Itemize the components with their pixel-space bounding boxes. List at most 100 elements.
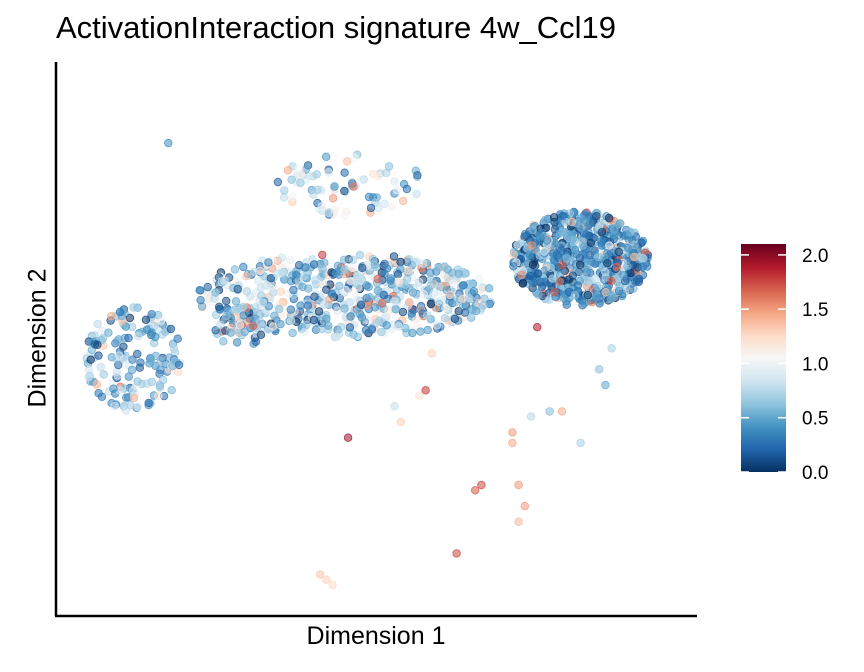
scatter-point-689 bbox=[449, 279, 458, 288]
colorbar-tick-label-1: 0.5 bbox=[802, 409, 828, 430]
scatter-point-1463 bbox=[374, 203, 383, 213]
scatter-point-636 bbox=[464, 294, 473, 303]
scatter-point-745 bbox=[353, 271, 362, 281]
scatter-point-730 bbox=[445, 290, 455, 300]
scatter-point-1559 bbox=[322, 575, 331, 584]
scatter-point-601 bbox=[414, 277, 424, 287]
scatter-point-1337 bbox=[562, 297, 571, 306]
scatter-point-101 bbox=[121, 393, 131, 402]
scatter-point-732 bbox=[460, 308, 470, 317]
scatter-point-1428 bbox=[392, 185, 401, 195]
scatter-point-1261 bbox=[559, 227, 568, 236]
scatter-point-728 bbox=[382, 321, 391, 330]
scatter-point-1393 bbox=[570, 291, 580, 300]
scatter-point-1497 bbox=[413, 171, 422, 180]
scatter-point-1546 bbox=[508, 428, 517, 437]
scatter-point-1541 bbox=[343, 433, 353, 442]
scatter-point-113 bbox=[94, 351, 103, 360]
scatter-point-1484 bbox=[384, 162, 394, 171]
scatter-point-1424 bbox=[343, 157, 352, 166]
scatter-point-670 bbox=[318, 265, 327, 274]
scatter-point-1359 bbox=[638, 253, 647, 263]
scatter-point-160 bbox=[144, 398, 153, 408]
scatter-point-722 bbox=[272, 269, 282, 278]
scatter-point-677 bbox=[289, 285, 298, 295]
scatter-point-769 bbox=[361, 325, 371, 335]
scatter-point-1171 bbox=[509, 250, 518, 259]
scatter-point-437 bbox=[242, 287, 252, 296]
scatter-point-767 bbox=[233, 284, 242, 294]
scatter-point-73 bbox=[128, 355, 137, 364]
scatter-point-1526 bbox=[255, 317, 265, 326]
scatter-point-150 bbox=[115, 307, 125, 317]
scatter-point-1295 bbox=[603, 259, 612, 268]
scatter-point-156 bbox=[142, 325, 152, 334]
scatter-point-484 bbox=[349, 287, 358, 297]
scatter-point-764 bbox=[217, 277, 226, 286]
scatter-point-1330 bbox=[546, 263, 555, 272]
scatter-point-466 bbox=[339, 255, 349, 264]
scatter-point-588 bbox=[340, 304, 349, 313]
scatter-point-295 bbox=[221, 296, 231, 306]
scatter-point-1564 bbox=[601, 380, 610, 390]
scatter-point-1496 bbox=[287, 175, 296, 184]
scatter-point-1348 bbox=[550, 287, 559, 297]
scatter-point-569 bbox=[286, 277, 296, 286]
scatter-point-743 bbox=[263, 281, 272, 290]
scatter-point-1492 bbox=[313, 185, 322, 194]
y-axis-label: Dimension 2 bbox=[23, 268, 52, 408]
scatter-point-136 bbox=[156, 357, 165, 366]
scatter-point-1543 bbox=[390, 401, 399, 411]
scatter-point-1555 bbox=[520, 501, 529, 511]
scatter-point-87 bbox=[133, 402, 143, 411]
scatter-point-640 bbox=[249, 267, 259, 277]
scatter-point-1486 bbox=[350, 153, 359, 162]
scatter-point-581 bbox=[333, 306, 342, 315]
scatter-point-1387 bbox=[579, 272, 589, 281]
scatter-point-1381 bbox=[537, 228, 546, 237]
scatter-point-737 bbox=[275, 304, 284, 314]
scatter-point-92 bbox=[125, 313, 135, 323]
scatter-point-1410 bbox=[609, 225, 619, 234]
scatter-point-1368 bbox=[597, 228, 606, 237]
scatter-point-1488 bbox=[312, 170, 321, 179]
scatter-point-1417 bbox=[619, 271, 628, 280]
scatter-point-144 bbox=[110, 402, 119, 411]
scatter-point-626 bbox=[296, 301, 305, 310]
scatter-point-1408 bbox=[591, 274, 600, 283]
scatter-point-1350 bbox=[518, 279, 528, 288]
scatter-point-696 bbox=[404, 266, 413, 275]
scatter-point-672 bbox=[434, 297, 443, 306]
scatter-point-1489 bbox=[317, 202, 326, 211]
scatter-point-340 bbox=[355, 250, 365, 260]
scatter-point-571 bbox=[432, 321, 442, 330]
scatter-point-132 bbox=[99, 370, 108, 379]
x-axis-label: Dimension 1 bbox=[306, 622, 446, 650]
scatter-point-26 bbox=[93, 319, 102, 329]
scatter-point-720 bbox=[389, 252, 399, 261]
scatter-point-116 bbox=[134, 332, 143, 341]
scatter-point-1558 bbox=[316, 570, 325, 579]
scatter-point-1545 bbox=[415, 391, 424, 400]
scatter-point-1351 bbox=[534, 290, 543, 299]
scatter-point-126 bbox=[158, 375, 168, 385]
scatter-point-1339 bbox=[594, 252, 603, 262]
scatter-point-763 bbox=[327, 289, 337, 298]
scatter-point-754 bbox=[349, 330, 358, 339]
scatter-point-698 bbox=[365, 293, 374, 302]
scatter-point-1356 bbox=[638, 262, 648, 271]
scatter-point-1560 bbox=[328, 580, 337, 590]
scatter-point-715 bbox=[394, 277, 403, 286]
scatter-point-675 bbox=[249, 321, 258, 330]
scatter-point-1527 bbox=[230, 305, 239, 315]
scatter-point-627 bbox=[276, 287, 286, 296]
scatter-point-735 bbox=[426, 281, 435, 290]
scatter-point-644 bbox=[454, 269, 463, 278]
scatter-point-167 bbox=[146, 356, 155, 365]
scatter-point-1418 bbox=[525, 250, 534, 260]
scatter-point-673 bbox=[322, 314, 331, 323]
scatter-point-154 bbox=[114, 351, 124, 360]
scatter-point-1458 bbox=[296, 178, 305, 188]
scatter-point-702 bbox=[335, 281, 344, 291]
scatter-point-664 bbox=[386, 274, 396, 283]
